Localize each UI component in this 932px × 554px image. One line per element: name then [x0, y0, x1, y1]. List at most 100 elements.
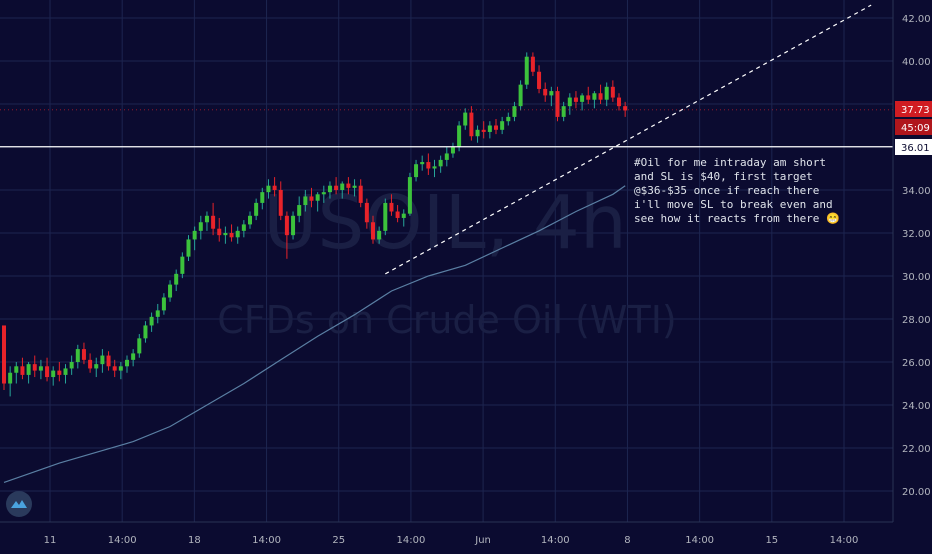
candle	[266, 179, 271, 199]
candle-body	[438, 159, 443, 167]
candle-body	[106, 355, 111, 367]
candle-body	[223, 233, 228, 236]
candle-body	[229, 233, 234, 238]
candle-body	[340, 183, 345, 190]
candle-body	[383, 202, 388, 231]
countdown-label: 45:09	[901, 123, 930, 134]
candle	[303, 190, 308, 212]
hline-price-label: 36.01	[901, 143, 930, 154]
candle-body	[500, 121, 505, 130]
candle-body	[198, 222, 203, 231]
time-tick-label: 18	[188, 535, 201, 546]
candle-body	[401, 213, 406, 218]
candle	[168, 280, 173, 302]
candle	[112, 359, 117, 378]
candle	[88, 353, 93, 373]
candle-body	[537, 71, 542, 89]
candle-body	[543, 88, 548, 96]
candle-body	[414, 164, 419, 178]
candle	[530, 52, 535, 77]
candle	[506, 112, 511, 126]
candle	[450, 142, 455, 158]
candle-body	[75, 349, 80, 362]
candle	[592, 91, 597, 109]
candle	[586, 86, 591, 104]
candle-body	[481, 129, 486, 132]
candle-body	[334, 185, 339, 190]
candle	[334, 177, 339, 195]
candle	[155, 303, 160, 324]
candle-body	[266, 185, 271, 193]
time-tick-label: 14:00	[541, 535, 570, 546]
candle-body	[125, 359, 129, 367]
tradingview-logo-icon[interactable]	[6, 491, 32, 517]
candle-body	[512, 106, 517, 117]
candle-body	[32, 364, 37, 371]
candle-body	[315, 194, 320, 201]
candle-body	[137, 338, 142, 354]
candle	[352, 179, 357, 197]
price-labels: 37.73 45:09 36.01	[895, 101, 932, 155]
candle-body	[174, 273, 179, 285]
price-tick-label: 34.00	[902, 186, 931, 197]
candle-body	[235, 230, 240, 238]
drawings[interactable]	[0, 4, 893, 275]
candle-body	[94, 364, 99, 369]
candle	[272, 177, 277, 197]
candle-body	[389, 202, 394, 212]
candle-body	[143, 325, 148, 339]
candle	[617, 93, 621, 111]
candle	[327, 181, 332, 199]
candle-body	[567, 97, 572, 107]
candle-body	[346, 183, 351, 188]
candle-body	[204, 215, 209, 223]
candle	[567, 93, 572, 115]
candles[interactable]	[2, 52, 628, 397]
candle	[75, 344, 80, 369]
time-axis[interactable]: 11 14:00 18 14:00 25 14:00 Jun 14:00 8 14:00 15 14:…	[0, 521, 893, 546]
candle-body	[463, 112, 468, 126]
candle	[125, 355, 129, 373]
candle-body	[217, 228, 222, 236]
candle-body	[604, 86, 609, 100]
candle-body	[254, 202, 259, 216]
candle-body	[426, 162, 431, 169]
candle-body	[321, 192, 326, 195]
candle	[186, 235, 191, 261]
candle	[463, 108, 468, 130]
last-price-label-bg	[895, 101, 932, 117]
time-tick-label: Jun	[474, 535, 491, 546]
candle	[235, 226, 240, 244]
candle-body	[475, 129, 480, 137]
candle-body	[168, 284, 173, 298]
price-tick-label: 32.00	[902, 229, 931, 240]
candle-body	[561, 106, 566, 117]
candle	[14, 362, 19, 384]
candle	[229, 224, 234, 242]
candle	[81, 342, 86, 365]
candle	[20, 357, 25, 380]
candle-body	[592, 93, 597, 100]
price-tick-label: 24.00	[902, 401, 931, 412]
candle-body	[487, 125, 492, 132]
trade-note[interactable]: #Oil for me intraday am short and SL is …	[634, 156, 840, 225]
candle	[420, 155, 425, 171]
candle	[494, 119, 498, 135]
candle	[2, 325, 6, 390]
candle	[106, 351, 111, 371]
candle-body	[352, 185, 357, 188]
candle	[131, 349, 136, 367]
candle	[100, 349, 105, 373]
candle	[94, 357, 99, 378]
candle	[623, 101, 628, 117]
candle	[204, 211, 209, 231]
candle-body	[432, 166, 437, 169]
time-tick-label: 14:00	[830, 535, 859, 546]
candle	[580, 93, 585, 111]
candle	[57, 362, 62, 382]
candle	[549, 86, 554, 107]
time-tick-label: 14:00	[252, 535, 281, 546]
candle-body	[20, 366, 25, 375]
